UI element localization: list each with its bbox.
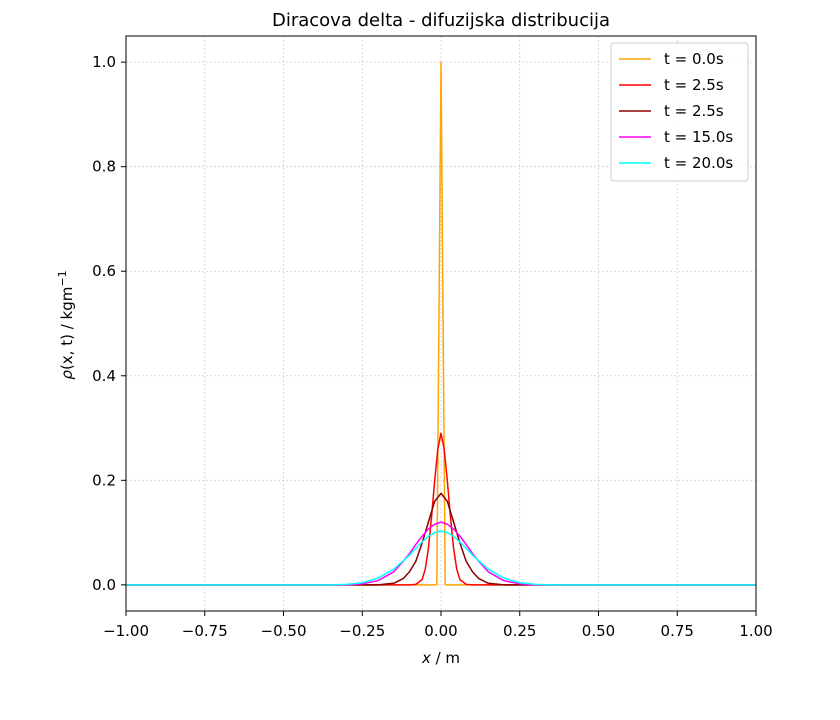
x-axis-label: x / m	[421, 649, 460, 667]
y-axis-label-unit: / kgm	[58, 287, 76, 334]
x-axis-ticks: −1.00 −0.75 −0.50 −0.25 0.00 0.25 0.50 0.75 1.00	[103, 611, 773, 640]
y-tick-label: 0.4	[92, 367, 116, 385]
y-tick-label: 0.0	[92, 576, 116, 594]
legend-label: t = 2.5s	[664, 76, 724, 94]
legend-items: t = 0.0s t = 2.5s t = 2.5s t = 15.0s t = 20.…	[619, 50, 733, 172]
legend: t = 0.0s t = 2.5s t = 2.5s t = 15.0s t = 20.…	[610, 42, 749, 182]
y-tick-label: 1.0	[92, 53, 116, 71]
x-axis-label-unit: / m	[431, 649, 460, 667]
chart-title: Diracova delta - difuzijska distribucija	[272, 10, 610, 31]
series-line	[126, 521, 756, 586]
series-line	[126, 432, 756, 586]
legend-label: t = 2.5s	[664, 102, 724, 120]
y-axis-ticks: 0.0 0.2 0.4 0.6 0.8 1.0	[92, 53, 126, 594]
series-line	[126, 61, 756, 586]
series-line	[126, 530, 756, 586]
series-lines	[126, 61, 756, 586]
legend-label: t = 20.0s	[664, 154, 733, 172]
x-tick-label: 0.75	[661, 622, 694, 640]
y-tick-label: 0.6	[92, 262, 116, 280]
x-axis-label-variable: x	[421, 649, 431, 667]
y-axis-label: ρ(x, t) / kgm−1	[56, 270, 76, 379]
series-line	[126, 492, 756, 586]
x-tick-label: −0.75	[182, 622, 228, 640]
x-tick-label: −0.50	[261, 622, 307, 640]
y-axis-label-variable: ρ	[58, 370, 76, 380]
x-tick-label: 0.00	[424, 622, 457, 640]
x-tick-label: 1.00	[739, 622, 772, 640]
x-tick-label: −0.25	[339, 622, 385, 640]
y-tick-label: 0.8	[92, 158, 116, 176]
legend-label: t = 0.0s	[664, 50, 724, 68]
x-tick-label: −1.00	[103, 622, 149, 640]
y-axis-label-arguments: (x, t)	[58, 334, 76, 370]
x-tick-label: 0.50	[582, 622, 615, 640]
legend-label: t = 15.0s	[664, 128, 733, 146]
x-tick-label: 0.25	[503, 622, 536, 640]
legend-box	[610, 42, 749, 182]
y-axis-label-exponent: −1	[56, 270, 69, 286]
y-tick-label: 0.2	[92, 471, 116, 489]
